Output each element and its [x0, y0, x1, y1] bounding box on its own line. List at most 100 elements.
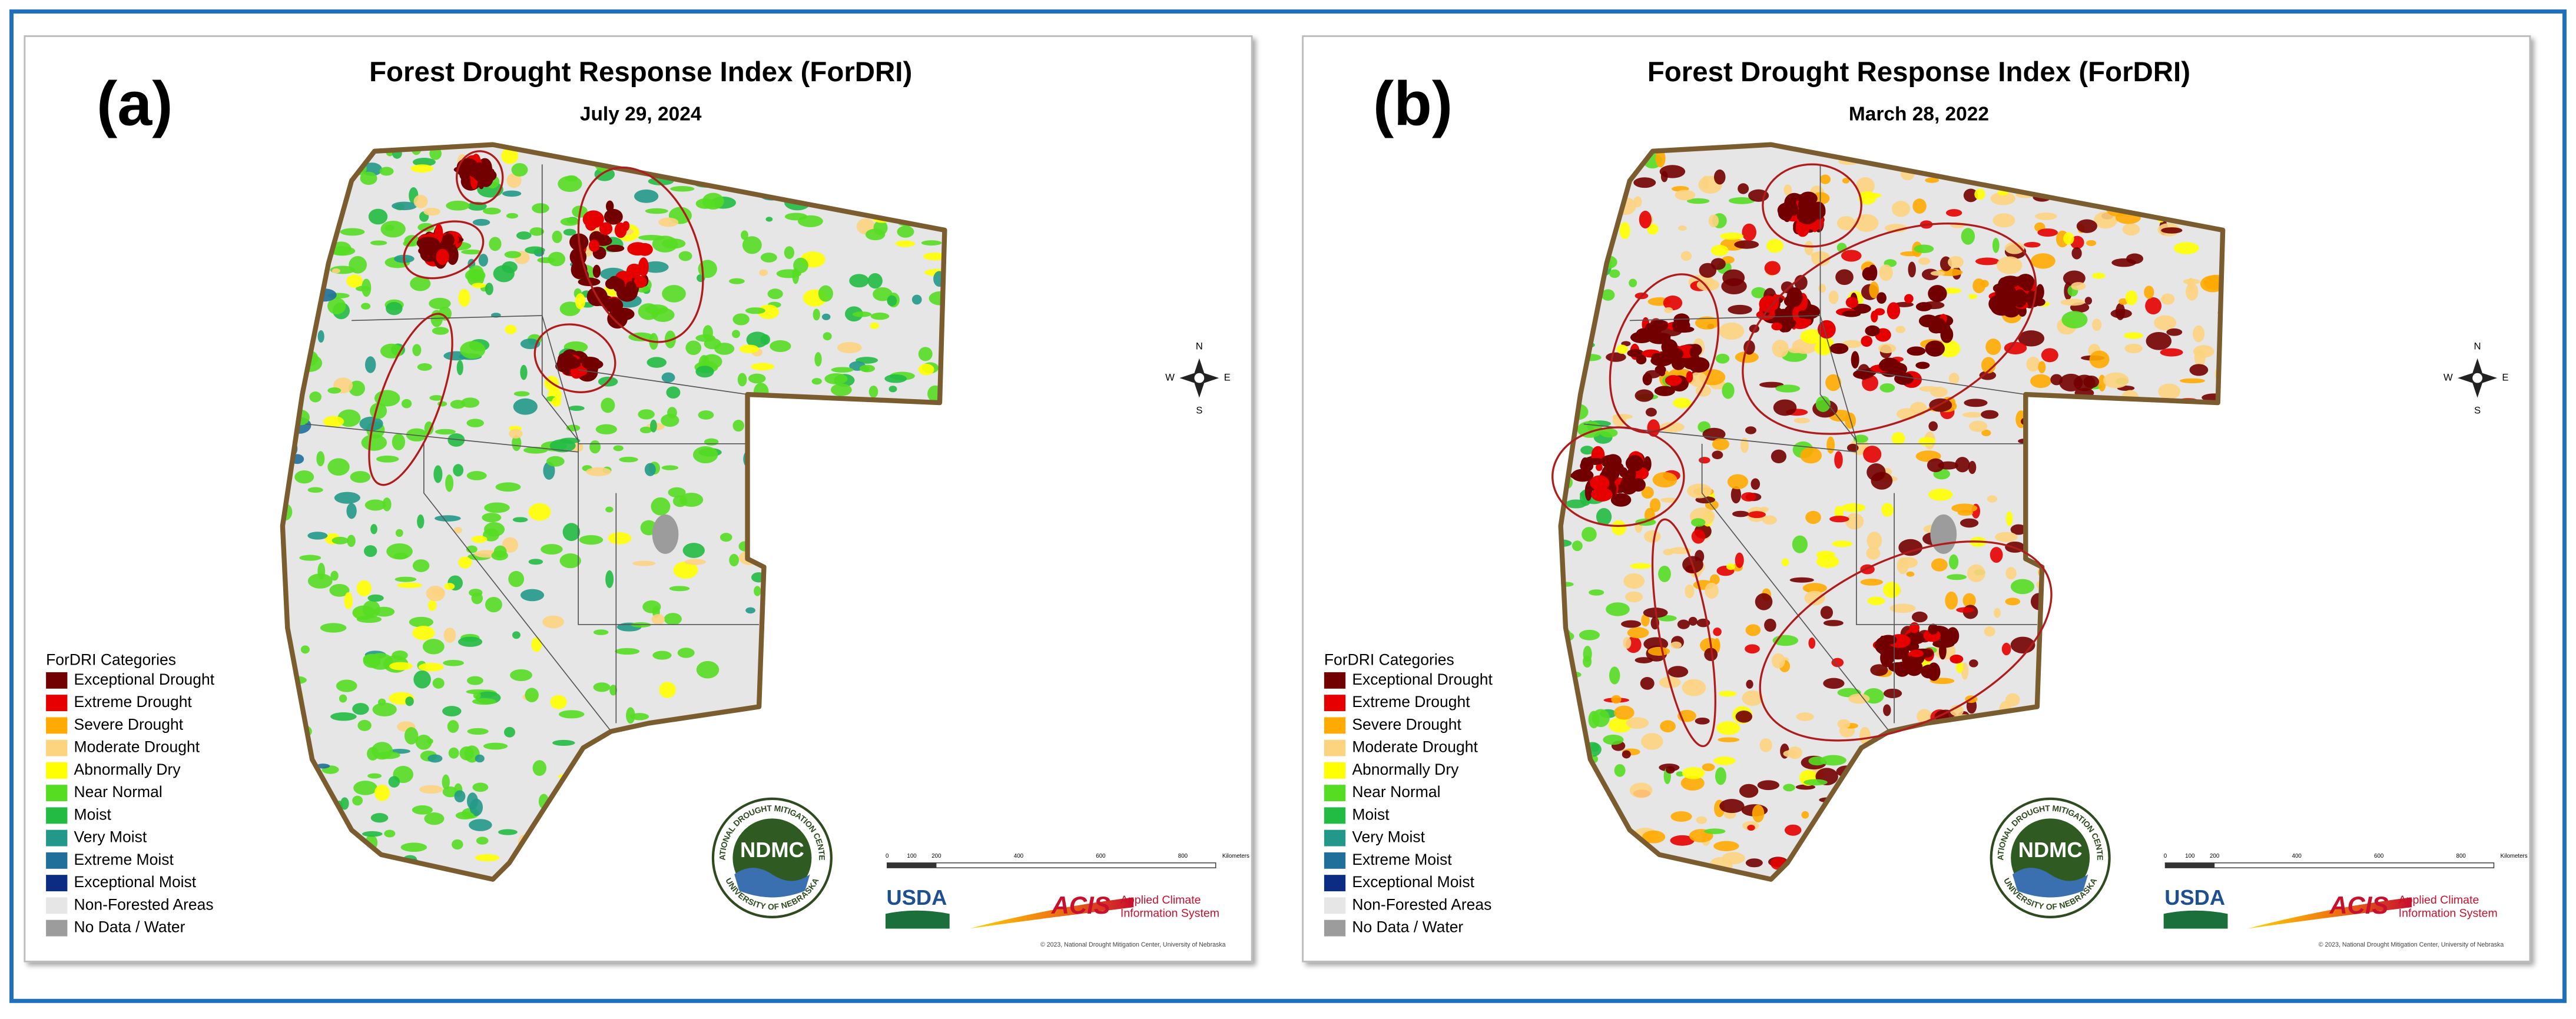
forest-patch	[2005, 693, 2020, 706]
forest-patch	[473, 692, 481, 699]
forest-patch	[645, 208, 668, 214]
forest-patch	[1969, 420, 1988, 432]
forest-patch	[346, 274, 363, 288]
forest-patch	[1665, 766, 1675, 774]
forest-patch	[1735, 351, 1759, 363]
forest-patch	[1609, 269, 1620, 278]
forest-patch	[429, 395, 444, 401]
forest-patch	[442, 786, 458, 798]
forest-patch	[552, 397, 561, 407]
legend-label: No Data / Water	[1352, 918, 1463, 936]
scale-tick: 800	[1178, 853, 1188, 859]
drought-patch	[1946, 627, 1960, 645]
forest-patch	[370, 524, 377, 535]
forest-patch	[1718, 737, 1740, 742]
drought-patch	[559, 359, 581, 370]
legend-swatch	[1324, 695, 1346, 712]
forest-patch	[1990, 192, 2015, 205]
forest-patch	[609, 685, 617, 696]
forest-patch	[1740, 437, 1749, 453]
legend-title: ForDRI Categories	[46, 650, 176, 668]
forest-patch	[2010, 579, 2035, 595]
forest-patch	[294, 470, 314, 484]
forest-patch	[1600, 428, 1618, 438]
copyright: © 2023, National Drought Mitigation Cent…	[2319, 941, 2504, 948]
forest-patch	[760, 253, 777, 263]
forest-patch	[658, 217, 679, 227]
forest-patch	[673, 562, 698, 579]
forest-patch	[745, 307, 765, 314]
forest-patch	[1990, 547, 2003, 563]
forest-patch	[1819, 174, 1831, 184]
forest-patch	[334, 492, 360, 504]
forest-patch	[2124, 343, 2143, 353]
forest-patch	[468, 265, 484, 281]
forest-patch	[1969, 659, 1978, 668]
forest-patch	[1795, 784, 1816, 790]
forest-patch	[1803, 779, 1828, 786]
forest-patch	[661, 238, 686, 249]
drought-patch	[1777, 203, 1796, 218]
forest-patch	[2173, 242, 2199, 254]
forest-patch	[784, 246, 795, 260]
usda-logo: USDA	[2164, 885, 2225, 910]
forest-patch	[652, 650, 672, 660]
forest-patch	[504, 726, 515, 738]
forest-patch	[1837, 719, 1851, 729]
forest-patch	[1834, 506, 1844, 519]
forest-patch	[370, 240, 387, 245]
forest-patch	[870, 322, 880, 329]
forest-patch	[1894, 301, 1914, 307]
forest-patch	[1846, 443, 1859, 452]
forest-patch	[443, 628, 456, 643]
forest-patch	[1979, 370, 1997, 380]
forest-patch	[1640, 676, 1655, 690]
forest-patch	[579, 535, 604, 545]
forest-patch	[426, 586, 445, 602]
forest-patch	[1735, 710, 1753, 723]
forest-patch	[1801, 811, 1809, 819]
legend-label: Severe Drought	[1352, 715, 1461, 733]
forest-patch	[1870, 664, 1888, 676]
drought-patch	[1596, 463, 1603, 472]
legend-swatch	[46, 695, 68, 712]
forest-patch	[884, 374, 907, 383]
forest-patch	[363, 654, 376, 665]
forest-patch	[1955, 661, 1964, 673]
forest-patch	[412, 805, 433, 815]
forest-patch	[1975, 257, 2000, 265]
legend-swatch	[1324, 785, 1346, 802]
forest-patch	[767, 288, 783, 300]
forest-patch	[427, 600, 437, 611]
state-border	[578, 369, 748, 395]
forest-patch	[558, 710, 585, 719]
forest-patch	[1945, 591, 1958, 610]
drought-patch	[1686, 371, 1693, 383]
forest-patch	[729, 553, 740, 567]
scale-tick: 600	[2374, 853, 2384, 859]
forest-patch	[741, 230, 748, 240]
forest-patch	[664, 613, 682, 625]
forest-patch	[661, 372, 675, 383]
forest-patch	[1947, 574, 1967, 580]
forest-patch	[379, 167, 394, 176]
forest-patch	[374, 784, 390, 801]
forest-patch	[1800, 329, 1824, 344]
forest-patch	[1981, 357, 1996, 374]
scale-tick: 400	[2292, 853, 2302, 859]
forest-patch	[453, 527, 462, 534]
forest-patch	[525, 688, 539, 702]
forest-patch	[459, 746, 474, 761]
legend-label: Near Normal	[74, 783, 163, 801]
forest-patch	[1826, 436, 1835, 454]
forest-patch	[868, 385, 878, 398]
forest-patch	[1848, 693, 1870, 704]
forest-patch	[454, 790, 466, 803]
forest-patch	[367, 746, 379, 761]
forest-patch	[1899, 557, 1918, 568]
forest-patch	[432, 327, 449, 335]
forest-patch	[1823, 678, 1845, 689]
forest-patch	[1708, 214, 1719, 228]
legend-swatch	[46, 897, 68, 914]
map-outline	[1558, 142, 2226, 882]
